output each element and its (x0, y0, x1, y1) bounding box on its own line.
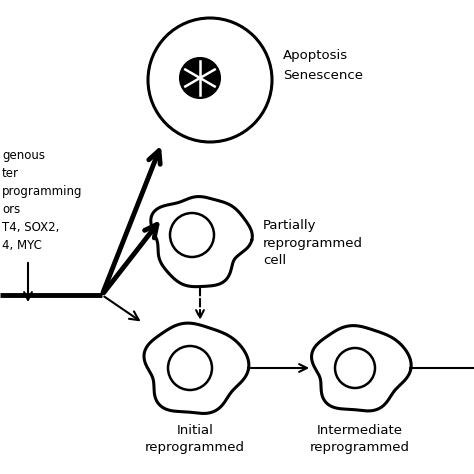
Text: Partially: Partially (263, 219, 317, 231)
Text: programming: programming (2, 184, 82, 198)
Text: Senescence: Senescence (283, 69, 363, 82)
Text: Apoptosis: Apoptosis (283, 48, 348, 62)
Text: reprogrammed: reprogrammed (263, 237, 363, 249)
Text: ors: ors (2, 202, 20, 216)
Text: reprogrammed: reprogrammed (310, 441, 410, 455)
Text: Initial: Initial (176, 423, 213, 437)
Circle shape (180, 58, 220, 98)
Text: Intermediate: Intermediate (317, 423, 403, 437)
Text: ter: ter (2, 166, 19, 180)
Text: cell: cell (263, 255, 286, 267)
Text: T4, SOX2,: T4, SOX2, (2, 220, 59, 234)
Text: 4, MYC: 4, MYC (2, 238, 42, 252)
Text: genous: genous (2, 148, 45, 162)
Text: reprogrammed: reprogrammed (145, 441, 245, 455)
